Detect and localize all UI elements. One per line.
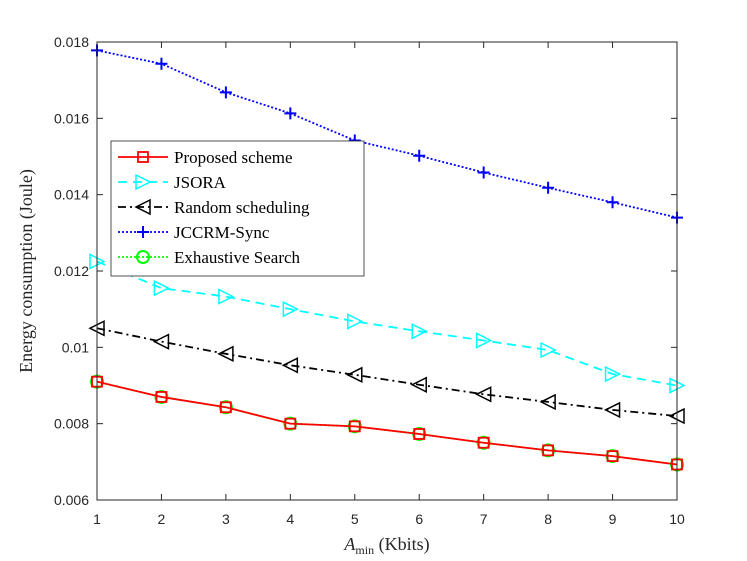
data-point-jsora bbox=[411, 323, 428, 340]
data-point-random-scheduling bbox=[281, 357, 299, 374]
x-tick-label: 8 bbox=[544, 511, 552, 527]
data-point-random-scheduling bbox=[474, 386, 492, 403]
legend-item-exhaustive-search: Exhaustive Search bbox=[118, 248, 301, 267]
legend-marker bbox=[137, 151, 149, 163]
data-point-proposed-scheme bbox=[348, 420, 361, 433]
data-point-jccrm-sync bbox=[219, 86, 232, 99]
x-tick-label: 1 bbox=[93, 511, 101, 527]
x-tick-label: 4 bbox=[286, 511, 294, 527]
data-point-jccrm-sync bbox=[413, 149, 426, 162]
x-tick-label: 5 bbox=[351, 511, 359, 527]
data-point-jsora bbox=[282, 300, 300, 318]
data-point-jccrm-sync bbox=[155, 57, 168, 70]
x-axis-label: Amin (Kbits) bbox=[343, 534, 429, 557]
series-line-jccrm-sync bbox=[96, 49, 678, 219]
legend-item-random-scheduling: Random scheduling bbox=[118, 198, 310, 217]
data-point-jccrm-sync bbox=[477, 166, 490, 179]
legend-item-jsora: JSORA bbox=[118, 173, 227, 192]
data-point-jsora bbox=[347, 313, 364, 330]
data-point-jccrm-sync bbox=[542, 181, 555, 194]
data-point-random-scheduling bbox=[217, 345, 234, 363]
data-point-jsora bbox=[604, 365, 622, 383]
x-axis-label-main: A bbox=[343, 534, 356, 554]
x-tick-label: 2 bbox=[158, 511, 166, 527]
data-point-jsora bbox=[218, 288, 235, 305]
y-tick-label: 0.01 bbox=[62, 339, 89, 355]
legend-marker bbox=[135, 173, 152, 191]
y-tick-label: 0.018 bbox=[54, 34, 89, 50]
x-tick-label: 3 bbox=[222, 511, 230, 527]
legend-item-proposed-scheme: Proposed scheme bbox=[118, 148, 293, 167]
legend-marker bbox=[134, 198, 151, 216]
legend: Proposed scheme JSORA Random scheduling JCC… bbox=[110, 140, 365, 277]
x-axis-label-sub: min bbox=[355, 543, 374, 557]
data-point-random-scheduling bbox=[539, 393, 556, 411]
legend-marker bbox=[137, 226, 149, 238]
data-point-jsora bbox=[540, 341, 557, 359]
y-tick-label: 0.016 bbox=[54, 110, 89, 126]
data-point-jccrm-sync bbox=[284, 107, 297, 120]
data-point-proposed-scheme bbox=[284, 417, 297, 430]
y-tick-label: 0.008 bbox=[54, 416, 89, 432]
tick-layer: 1 2 3 4 5 6 7 8 9 10 0.006 0.008 0.01 0.012 0.014 0.016… bbox=[54, 34, 685, 527]
data-point-random-scheduling bbox=[152, 333, 170, 350]
data-point-proposed-scheme bbox=[219, 401, 232, 414]
legend-marker bbox=[136, 250, 150, 264]
legend-item-jccrm-sync: JCCRM-Sync bbox=[118, 223, 270, 242]
series-line-jsora bbox=[96, 260, 678, 387]
y-tick-label: 0.014 bbox=[54, 187, 89, 203]
series-line-proposed-scheme bbox=[96, 380, 678, 466]
data-point-exhaustive-search bbox=[154, 389, 169, 404]
x-tick-label: 6 bbox=[415, 511, 423, 527]
data-point-exhaustive-search bbox=[218, 400, 233, 415]
data-point-proposed-scheme bbox=[477, 436, 490, 449]
data-point-random-scheduling bbox=[410, 376, 427, 393]
legend-box bbox=[110, 140, 365, 277]
data-point-jsora bbox=[475, 332, 493, 349]
data-point-proposed-scheme bbox=[155, 391, 168, 403]
data-point-proposed-scheme bbox=[542, 444, 555, 457]
y-axis-label: Energy consumption (Joule) bbox=[16, 169, 37, 373]
x-axis-label-rest: (Kbits) bbox=[374, 534, 430, 555]
legend-label: JCCRM-Sync bbox=[174, 223, 270, 242]
y-tick-label: 0.006 bbox=[54, 492, 89, 508]
data-point-proposed-scheme bbox=[413, 428, 426, 440]
series-line-random-scheduling bbox=[96, 327, 678, 417]
data-point-random-scheduling bbox=[346, 366, 363, 384]
legend-label: Proposed scheme bbox=[174, 148, 293, 167]
data-point-jccrm-sync bbox=[606, 196, 619, 209]
y-tick-label: 0.012 bbox=[54, 263, 89, 279]
data-point-jsora bbox=[153, 279, 171, 297]
legend-label: JSORA bbox=[174, 173, 227, 192]
x-tick-label: 9 bbox=[609, 511, 617, 527]
x-tick-label: 7 bbox=[480, 511, 488, 527]
series-jsora bbox=[89, 253, 686, 394]
data-point-proposed-scheme bbox=[606, 450, 619, 463]
legend-label: Exhaustive Search bbox=[174, 248, 301, 267]
legend-label: Random scheduling bbox=[174, 198, 310, 217]
data-point-random-scheduling bbox=[603, 401, 621, 419]
x-tick-label: 10 bbox=[669, 511, 685, 527]
